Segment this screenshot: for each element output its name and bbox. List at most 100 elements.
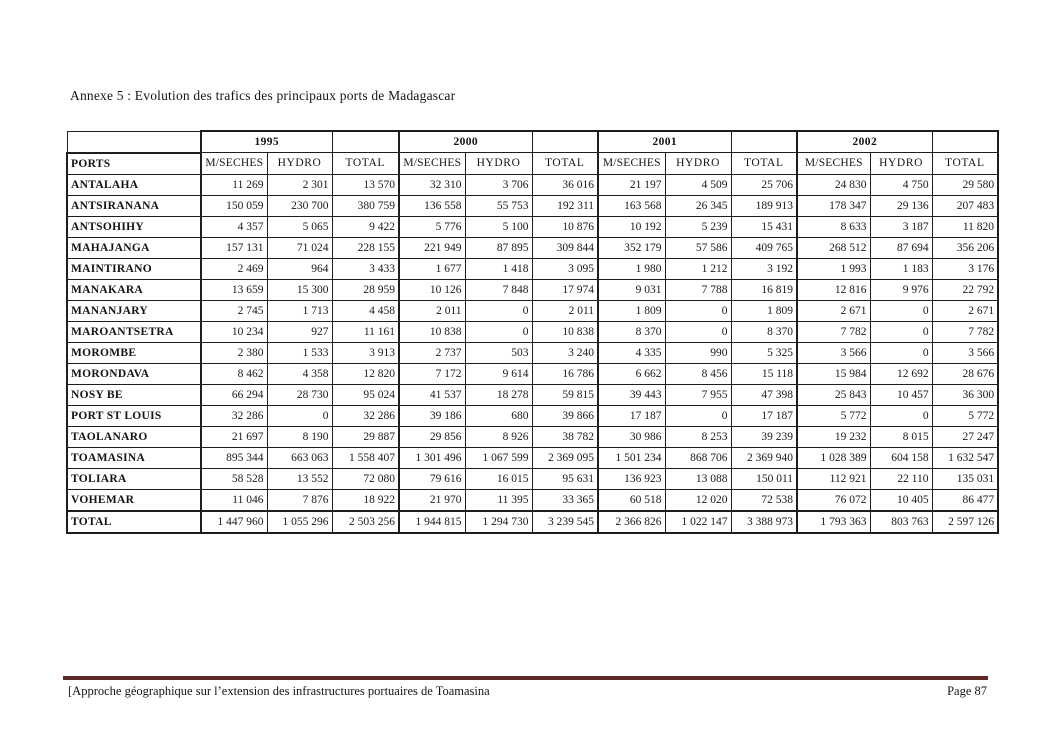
value-cell: 39 866 bbox=[531, 404, 599, 427]
value-cell: 10 457 bbox=[869, 383, 933, 406]
value-cell: 16 819 bbox=[730, 278, 798, 301]
sub-header-2001-hydro: HYDRO bbox=[664, 152, 732, 175]
value-cell: 5 772 bbox=[931, 404, 1000, 427]
value-cell: 163 568 bbox=[597, 194, 666, 217]
value-cell: 0 bbox=[464, 299, 533, 322]
value-cell: 189 913 bbox=[730, 194, 798, 217]
port-name: VOHEMAR bbox=[66, 488, 202, 511]
value-cell: 1 183 bbox=[869, 257, 933, 280]
value-cell: 1 418 bbox=[464, 257, 533, 280]
value-cell: 2 745 bbox=[200, 299, 268, 322]
value-cell: 352 179 bbox=[597, 236, 666, 259]
year-total-gap bbox=[931, 130, 1000, 153]
value-cell: 221 949 bbox=[398, 236, 466, 259]
total-value-cell: 2 503 256 bbox=[331, 509, 400, 534]
value-cell: 38 782 bbox=[531, 425, 599, 448]
value-cell: 12 692 bbox=[869, 362, 933, 385]
value-cell: 36 016 bbox=[531, 173, 599, 196]
value-cell: 41 537 bbox=[398, 383, 466, 406]
page-number: Page 87 bbox=[947, 684, 987, 698]
value-cell: 663 063 bbox=[266, 446, 333, 469]
value-cell: 32 310 bbox=[398, 173, 466, 196]
value-cell: 1 980 bbox=[597, 257, 666, 280]
value-cell: 6 662 bbox=[597, 362, 666, 385]
value-cell: 1 558 407 bbox=[331, 446, 400, 469]
ports-header: PORTS bbox=[66, 151, 202, 175]
value-cell: 36 300 bbox=[931, 383, 1000, 406]
value-cell: 1 809 bbox=[597, 299, 666, 322]
value-cell: 1 809 bbox=[730, 299, 798, 322]
value-cell: 1 067 599 bbox=[464, 446, 533, 469]
value-cell: 55 753 bbox=[464, 194, 533, 217]
value-cell: 59 815 bbox=[531, 383, 599, 406]
value-cell: 1 632 547 bbox=[931, 446, 1000, 469]
total-value-cell: 1 022 147 bbox=[664, 509, 732, 534]
value-cell: 18 278 bbox=[464, 383, 533, 406]
value-cell: 5 100 bbox=[464, 215, 533, 238]
value-cell: 2 671 bbox=[796, 299, 871, 322]
value-cell: 87 694 bbox=[869, 236, 933, 259]
value-cell: 15 300 bbox=[266, 278, 333, 301]
value-cell: 3 176 bbox=[931, 257, 1000, 280]
value-cell: 2 380 bbox=[200, 341, 268, 364]
value-cell: 5 772 bbox=[796, 404, 871, 427]
port-name: TOAMASINA bbox=[66, 446, 202, 469]
table-row: VOHEMAR 11 046 7 876 18 922 21 970 11 395 33 3… bbox=[66, 488, 1000, 511]
value-cell: 4 750 bbox=[869, 173, 933, 196]
value-cell: 29 856 bbox=[398, 425, 466, 448]
value-cell: 157 131 bbox=[200, 236, 268, 259]
value-cell: 2 011 bbox=[398, 299, 466, 322]
value-cell: 66 294 bbox=[200, 383, 268, 406]
value-cell: 0 bbox=[266, 404, 333, 427]
value-cell: 47 398 bbox=[730, 383, 798, 406]
value-cell: 10 234 bbox=[200, 320, 268, 343]
value-cell: 2 671 bbox=[931, 299, 1000, 322]
value-cell: 19 232 bbox=[796, 425, 871, 448]
port-name: TAOLANARO bbox=[66, 425, 202, 448]
value-cell: 11 269 bbox=[200, 173, 268, 196]
port-name: ANTSOHIHY bbox=[66, 215, 202, 238]
table-row: TOAMASINA 895 344 663 063 1 558 407 1 301 49… bbox=[66, 446, 1000, 469]
value-cell: 4 357 bbox=[200, 215, 268, 238]
value-cell: 150 059 bbox=[200, 194, 268, 217]
total-value-cell: 2 366 826 bbox=[597, 509, 666, 534]
year-header-row: 1995 2000 2001 2002 bbox=[66, 130, 1000, 153]
value-cell: 136 923 bbox=[597, 467, 666, 490]
value-cell: 33 365 bbox=[531, 488, 599, 511]
value-cell: 0 bbox=[869, 320, 933, 343]
value-cell: 8 456 bbox=[664, 362, 732, 385]
value-cell: 17 974 bbox=[531, 278, 599, 301]
value-cell: 72 538 bbox=[730, 488, 798, 511]
value-cell: 11 161 bbox=[331, 320, 400, 343]
table-row: MANAKARA 13 659 15 300 28 959 10 126 7 848 17 … bbox=[66, 278, 1000, 301]
value-cell: 17 187 bbox=[730, 404, 798, 427]
value-cell: 2 369 940 bbox=[730, 446, 798, 469]
value-cell: 12 820 bbox=[331, 362, 400, 385]
value-cell: 0 bbox=[869, 341, 933, 364]
total-value-cell: 3 388 973 bbox=[730, 509, 798, 534]
value-cell: 135 031 bbox=[931, 467, 1000, 490]
value-cell: 29 136 bbox=[869, 194, 933, 217]
sub-header-2000-total: TOTAL bbox=[531, 152, 599, 175]
value-cell: 9 976 bbox=[869, 278, 933, 301]
value-cell: 11 046 bbox=[200, 488, 268, 511]
value-cell: 2 737 bbox=[398, 341, 466, 364]
value-cell: 7 955 bbox=[664, 383, 732, 406]
value-cell: 29 580 bbox=[931, 173, 1000, 196]
value-cell: 3 433 bbox=[331, 257, 400, 280]
port-name: MANANJARY bbox=[66, 299, 202, 322]
table-row: MAHAJANGA 157 131 71 024 228 155 221 949 87 8… bbox=[66, 236, 1000, 259]
value-cell: 13 552 bbox=[266, 467, 333, 490]
value-cell: 309 844 bbox=[531, 236, 599, 259]
value-cell: 409 765 bbox=[730, 236, 798, 259]
total-value-cell: 2 597 126 bbox=[931, 509, 1000, 534]
value-cell: 72 080 bbox=[331, 467, 400, 490]
table-row: TAOLANARO 21 697 8 190 29 887 29 856 8 926 38 … bbox=[66, 425, 1000, 448]
year-total-gap bbox=[331, 130, 400, 153]
sub-header-2002-hydro: HYDRO bbox=[869, 152, 933, 175]
total-value-cell: 1 793 363 bbox=[796, 509, 871, 534]
value-cell: 18 922 bbox=[331, 488, 400, 511]
value-cell: 192 311 bbox=[531, 194, 599, 217]
sub-header-2000-hydro: HYDRO bbox=[464, 152, 533, 175]
table-row: MAROANTSETRA 10 234 927 11 161 10 838 0 10 838… bbox=[66, 320, 1000, 343]
